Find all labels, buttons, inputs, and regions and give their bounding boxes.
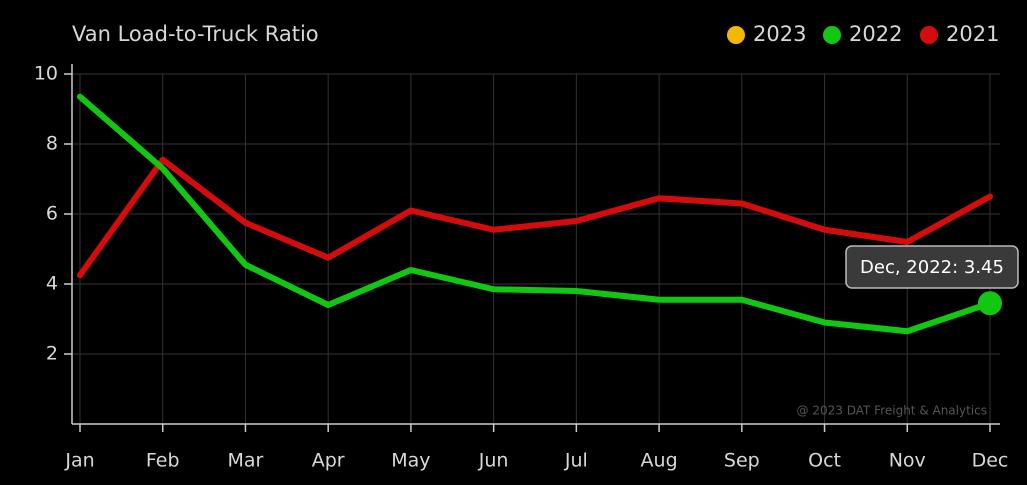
- y-tick-label: 4: [46, 273, 58, 295]
- x-tick-label: Aug: [641, 450, 678, 472]
- y-tick-label: 6: [46, 203, 58, 225]
- x-tick-label: Sep: [724, 450, 760, 472]
- x-tick-label: Dec: [972, 450, 1009, 472]
- x-tick-label: May: [391, 450, 430, 472]
- watermark: @ 2023 DAT Freight & Analytics: [797, 404, 987, 418]
- grid: 2 4 6 8 10 Jan Feb Mar Apr May Jun Jul Aug Sep Oct Nov D…: [34, 63, 1009, 472]
- legend-marker: [727, 26, 745, 44]
- x-tick-label: Oct: [808, 450, 841, 472]
- y-tick-label: 2: [46, 343, 58, 365]
- highlight-point: [978, 291, 1002, 316]
- legend-label: 2022: [849, 22, 902, 46]
- series-line: [77, 156, 993, 279]
- x-tick-label: Jun: [478, 450, 509, 472]
- legend-marker: [823, 26, 841, 44]
- tooltip-box: [845, 245, 1019, 289]
- tooltip-text: Dec, 2022: 3.45: [860, 257, 1004, 278]
- legend-marker: [920, 26, 938, 44]
- y-tick-label: 10: [34, 63, 58, 85]
- x-tick-label: Jul: [564, 450, 588, 472]
- legend-label: 2021: [946, 22, 999, 46]
- y-tick-label: 8: [46, 133, 58, 155]
- legend-label: 2023: [753, 22, 806, 46]
- x-tick-label: Jan: [64, 450, 94, 472]
- x-tick-label: Feb: [146, 450, 180, 472]
- lines: [77, 93, 1002, 335]
- x-tick-label: Mar: [228, 450, 264, 472]
- series-line: [77, 93, 993, 335]
- x-tick-label: Apr: [312, 450, 345, 472]
- chart-title: Van Load-to-Truck Ratio: [72, 22, 319, 46]
- x-tick-label: Nov: [889, 450, 926, 472]
